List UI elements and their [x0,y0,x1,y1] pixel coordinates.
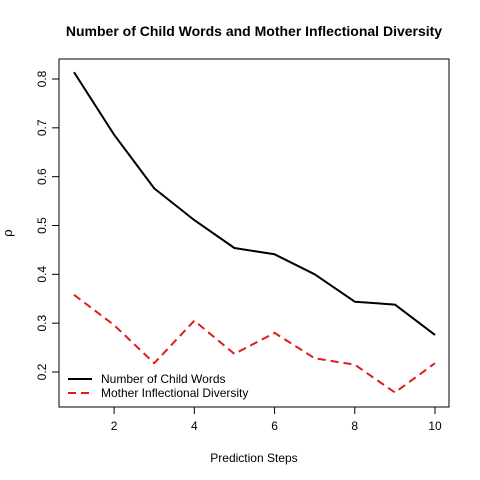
x-tick-label: 8 [351,419,358,433]
x-tick-label: 4 [191,419,198,433]
x-axis-label: Prediction Steps [210,451,297,465]
x-tick-label: 6 [271,419,278,433]
y-tick-label: 0.7 [35,119,49,136]
y-tick-label: 0.2 [35,363,49,380]
y-axis: 0.2 0.3 0.4 0.5 0.6 0.7 0.8 [35,70,59,380]
y-tick-label: 0.6 [35,168,49,185]
y-tick-label: 0.8 [35,70,49,87]
x-tick-label: 2 [111,419,118,433]
plot-frame [58,58,450,408]
legend-label: Mother Inflectional Diversity [101,386,248,400]
y-tick-label: 0.4 [35,266,49,283]
series-line-1 [73,71,436,336]
series-line-2 [73,294,436,394]
chart-title: Number of Child Words and Mother Inflect… [66,23,442,39]
series-layer [73,71,436,394]
y-tick-label: 0.5 [35,217,49,234]
legend-label: Number of Child Words [101,372,226,386]
y-axis-label: ρ [1,229,16,237]
y-tick-label: 0.3 [35,315,49,332]
x-axis: 2 4 6 8 10 [111,407,442,433]
x-tick-label: 10 [428,419,442,433]
